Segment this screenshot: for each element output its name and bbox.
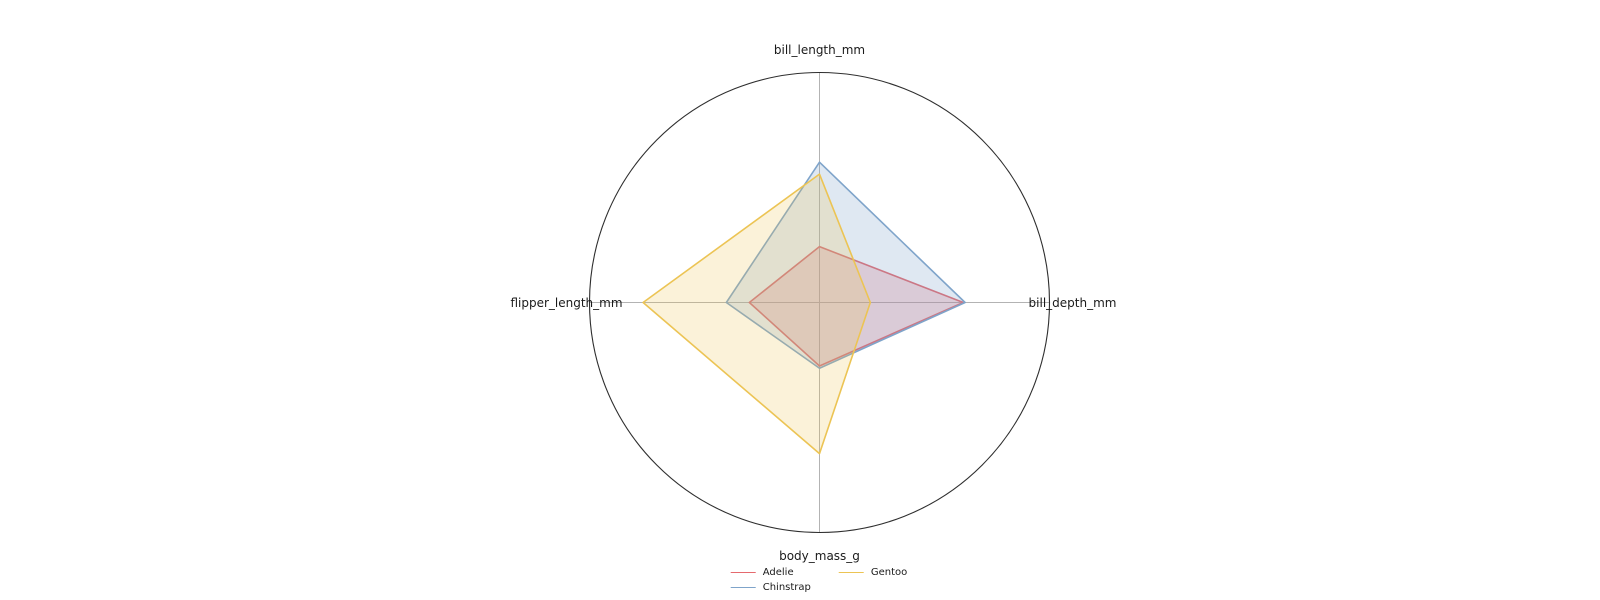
polar-outline-layer: [588, 71, 1051, 534]
legend-item-gentoo: Gentoo: [838, 566, 908, 578]
legend-label: Chinstrap: [762, 581, 811, 593]
series-polygon-chinstrap: [725, 161, 966, 370]
axis-label-bill_depth_mm: bill_depth_mm: [1029, 296, 1117, 310]
axis-label-bill_length_mm: bill_length_mm: [774, 43, 865, 57]
legend-item-adelie: Adelie: [730, 566, 811, 578]
legend: Adelie Chinstrap Gentoo: [730, 565, 908, 595]
series-polygon-adelie: [748, 245, 965, 367]
axis-label-flipper_length_mm: flipper_length_mm: [510, 296, 622, 310]
legend-line-swatch: [838, 572, 864, 573]
series-polygons: [642, 161, 966, 455]
polar-grid: [589, 72, 1050, 533]
legend-label: Gentoo: [870, 566, 908, 578]
polar-outline-circle: [588, 71, 1051, 534]
legend-label: Adelie: [762, 566, 794, 578]
axis-labels: bill_length_mm bill_depth_mm body_mass_g fl…: [510, 43, 1116, 563]
legend-item-chinstrap: Chinstrap: [730, 581, 811, 593]
legend-line-swatch: [730, 572, 756, 573]
axis-label-body_mass_g: body_mass_g: [779, 549, 860, 563]
series-polygon-gentoo: [642, 173, 872, 455]
legend-line-swatch: [730, 587, 756, 588]
